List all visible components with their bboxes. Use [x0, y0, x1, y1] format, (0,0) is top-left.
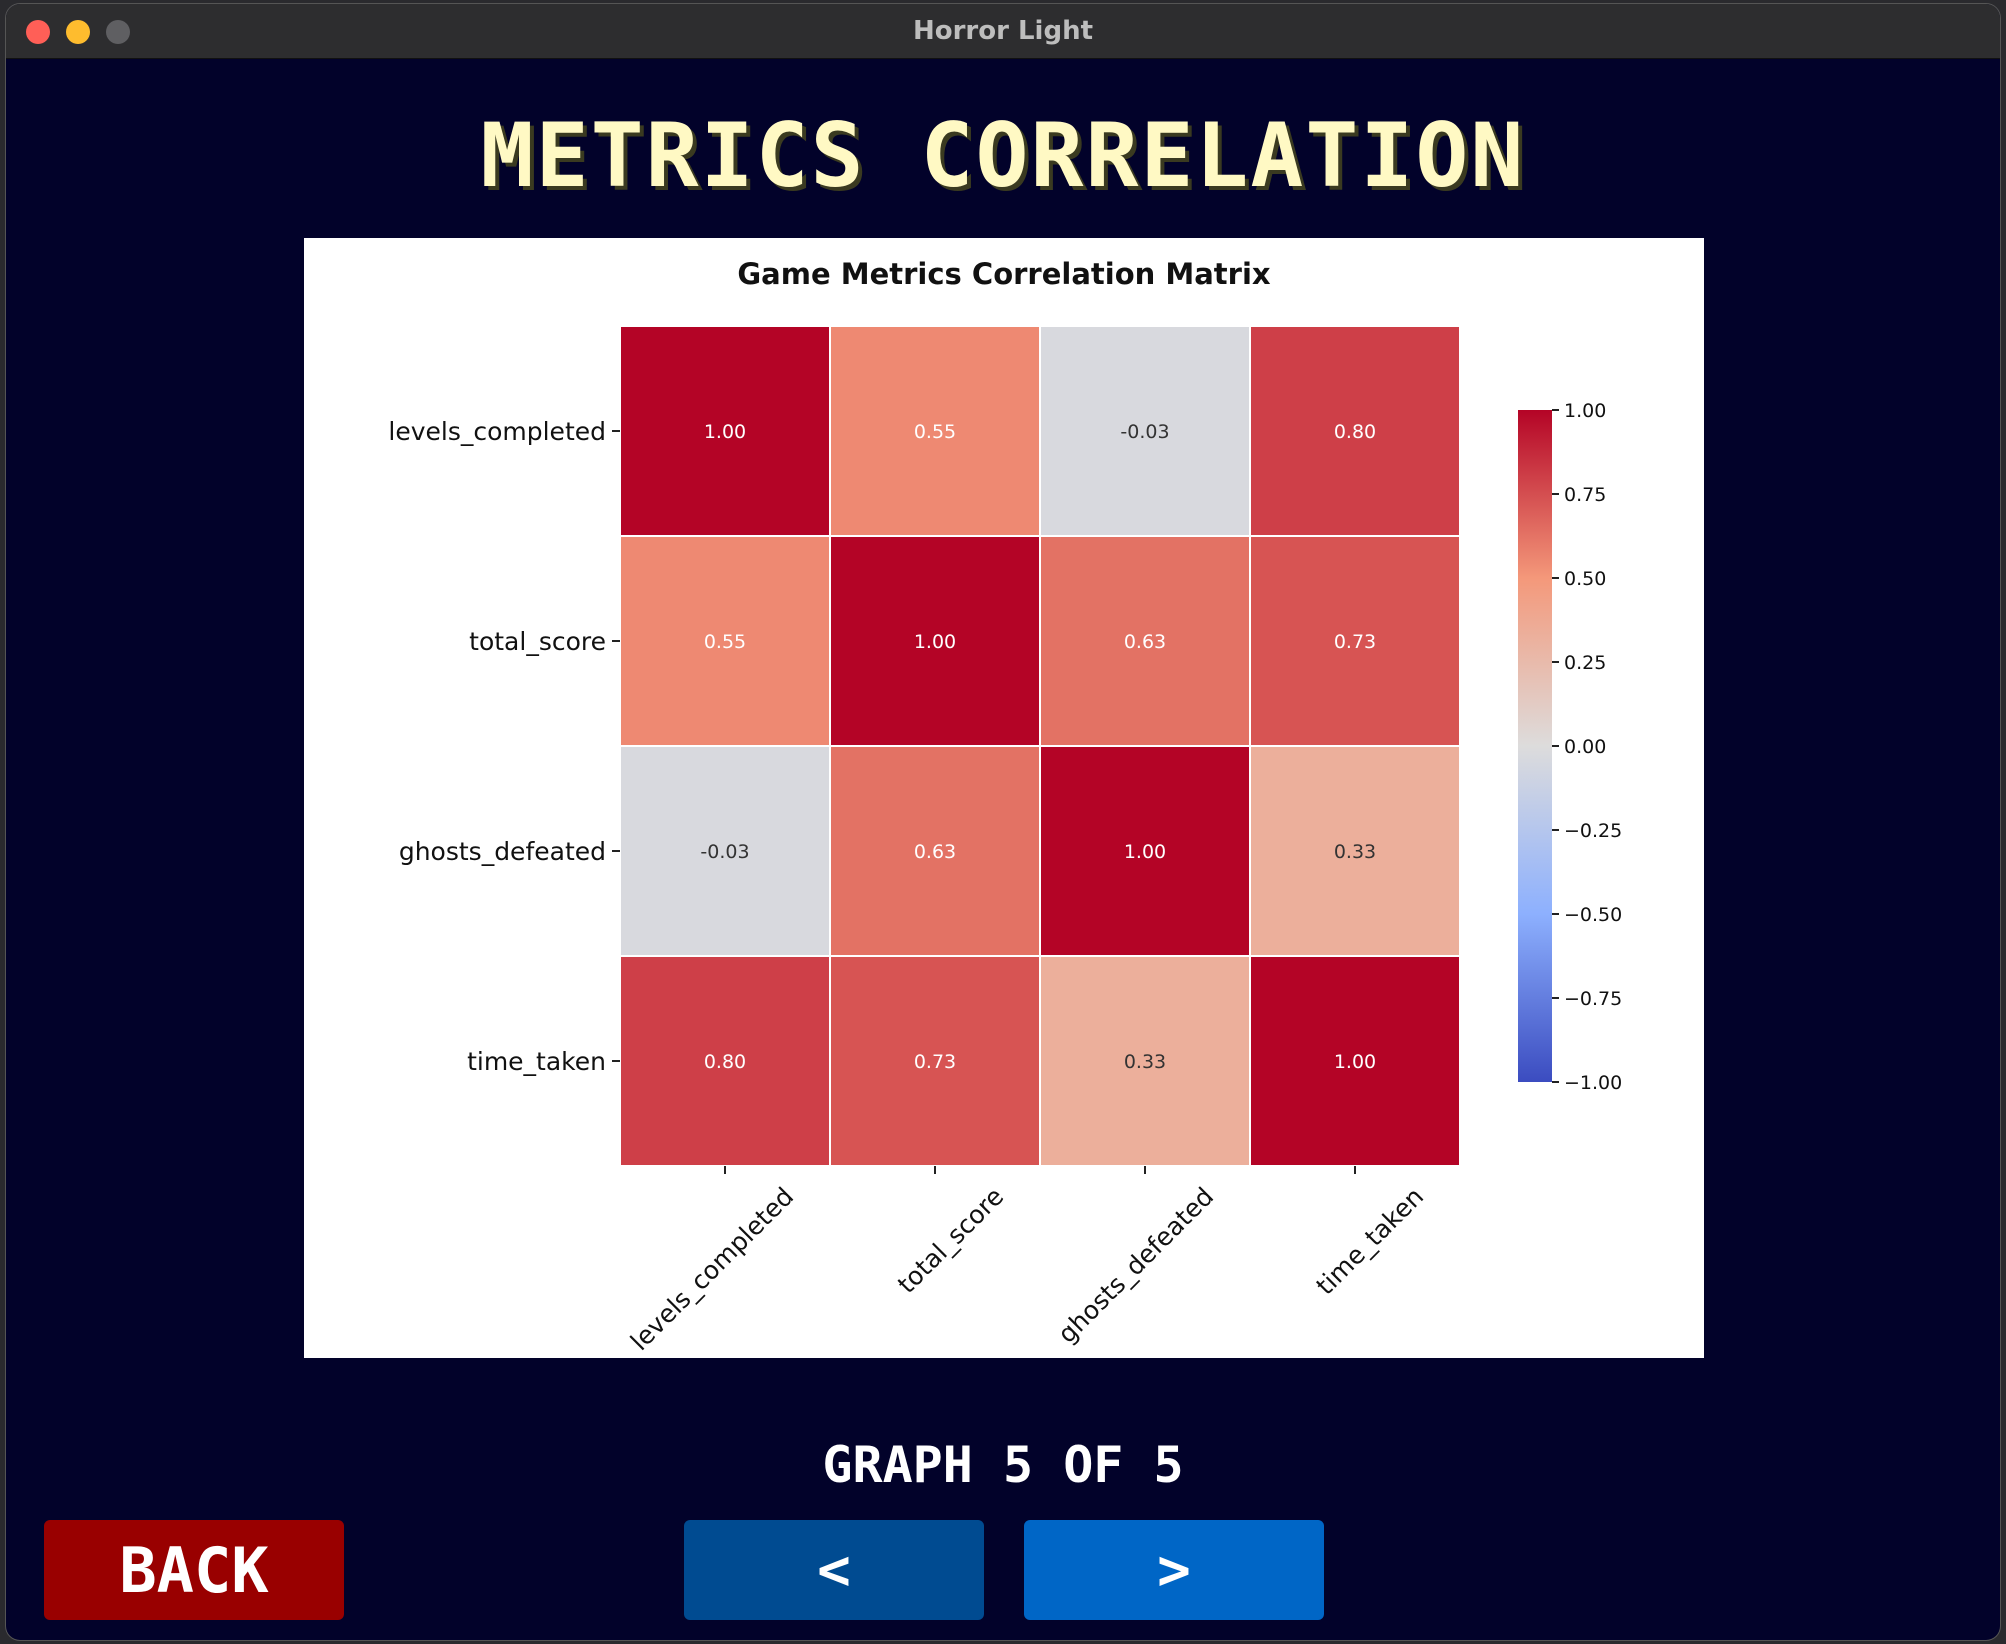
- colorbar-tick-label: 0.25: [1564, 652, 1606, 674]
- heatmap-cell: [1249, 745, 1461, 957]
- colorbar-tick-label: −1.00: [1564, 1072, 1622, 1094]
- x-tick-label: levels_completed: [625, 1182, 799, 1356]
- colorbar-tick-label: 1.00: [1564, 400, 1606, 422]
- cell-value-label: 0.73: [914, 1051, 956, 1073]
- cell-value-label: 1.00: [1334, 1051, 1376, 1073]
- cell-value-label: -0.03: [700, 841, 749, 863]
- heatmap-cell: [1249, 955, 1461, 1167]
- correlation-heatmap: Game Metrics Correlation Matrix 1.00 0.55…: [388, 257, 1622, 1356]
- cell-value-label: 1.00: [1124, 841, 1166, 863]
- heatmap-cell: [829, 535, 1041, 747]
- cell-value-label: -0.03: [1120, 421, 1169, 443]
- colorbar: [1518, 410, 1552, 1082]
- close-window-button[interactable]: [26, 20, 50, 44]
- heatmap-cell: [829, 955, 1041, 1167]
- graph-counter: GRAPH 5 OF 5: [822, 1436, 1184, 1494]
- window-title: Horror Light: [912, 16, 1094, 46]
- app-window: Horror Light METRICS CORRELATION Game Me…: [6, 4, 2000, 1640]
- next-graph-button[interactable]: >: [1024, 1520, 1324, 1620]
- heatmap-cell: [1249, 535, 1461, 747]
- cell-value-label: 1.00: [704, 421, 746, 443]
- back-button[interactable]: BACK: [44, 1520, 344, 1620]
- colorbar-tick-label: −0.50: [1564, 904, 1622, 926]
- cell-value-label: 0.63: [914, 841, 956, 863]
- cell-value-label: 0.33: [1124, 1051, 1166, 1073]
- colorbar-tick-label: 0.75: [1564, 484, 1606, 506]
- cell-value-label: 0.55: [914, 421, 956, 443]
- x-tick-label: total_score: [892, 1182, 1009, 1299]
- cell-value-label: 0.33: [1334, 841, 1376, 863]
- y-tick-label: total_score: [469, 627, 606, 656]
- heatmap-cell: [1039, 535, 1251, 747]
- heatmap-cell: [1039, 745, 1251, 957]
- y-tick-label: ghosts_defeated: [399, 837, 606, 866]
- colorbar-tick-label: 0.50: [1564, 568, 1606, 590]
- chart-title: Game Metrics Correlation Matrix: [737, 257, 1271, 291]
- heatmap-cell: [1039, 955, 1251, 1167]
- cell-value-label: 0.80: [1334, 421, 1376, 443]
- page-title: METRICS CORRELATION: [480, 104, 1526, 207]
- x-tick-label: ghosts_defeated: [1052, 1182, 1219, 1349]
- heatmap-cell: [829, 745, 1041, 957]
- cell-value-label: 0.55: [704, 631, 746, 653]
- x-tick-label: time_taken: [1311, 1182, 1430, 1301]
- heatmap-cell: [619, 955, 831, 1167]
- chart-container: Game Metrics Correlation Matrix 1.00 0.55…: [304, 238, 1704, 1358]
- colorbar-tick-label: 0.00: [1564, 736, 1606, 758]
- title-bar: Horror Light: [6, 4, 2000, 59]
- cell-value-label: 0.80: [704, 1051, 746, 1073]
- minimize-window-button[interactable]: [66, 20, 90, 44]
- y-tick-label: time_taken: [467, 1047, 606, 1076]
- cell-value-label: 0.63: [1124, 631, 1166, 653]
- colorbar-tick-label: −0.75: [1564, 988, 1622, 1010]
- cell-value-label: 1.00: [914, 631, 956, 653]
- colorbar-tick-label: −0.25: [1564, 820, 1622, 842]
- maximize-window-button[interactable]: [106, 20, 130, 44]
- y-tick-label: levels_completed: [388, 417, 606, 446]
- cell-value-label: 0.73: [1334, 631, 1376, 653]
- previous-graph-button[interactable]: <: [684, 1520, 984, 1620]
